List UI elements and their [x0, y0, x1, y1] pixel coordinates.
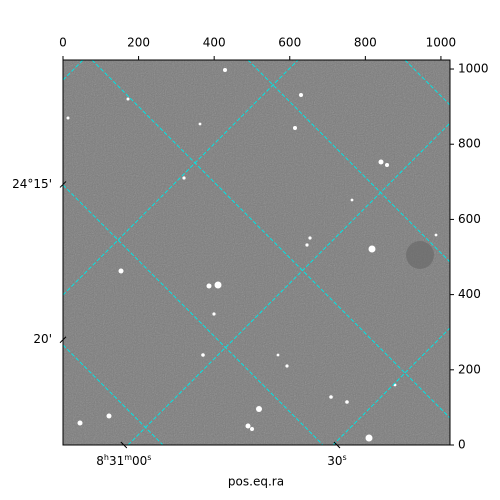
axes-frame: [62, 59, 451, 446]
right-tick-label: 800: [458, 137, 481, 151]
top-tick-label: 200: [127, 36, 150, 50]
ra-tick: [333, 441, 341, 449]
top-tick-label: 400: [203, 36, 226, 50]
top-tick-label: 0: [59, 36, 67, 50]
right-tick-label: 400: [458, 287, 481, 301]
dec-tick-label: 24°15': [12, 177, 52, 191]
top-tick-label: 800: [354, 36, 377, 50]
right-tick-label: 600: [458, 212, 481, 226]
x-axis-label: pos.eq.ra: [228, 475, 284, 489]
ra-tick-label: 8h31m00s: [96, 453, 151, 468]
top-tick-label: 1000: [426, 36, 457, 50]
dec-tick: [59, 336, 67, 344]
dec-tick-label: 20': [33, 332, 52, 346]
coordinate-grid: [63, 60, 450, 445]
right-tick-label: 1000: [458, 62, 489, 76]
right-tick-label: 200: [458, 362, 481, 376]
sky-image: [63, 60, 450, 445]
dec-tick: [59, 181, 67, 188]
right-tick-label: 0: [458, 438, 466, 452]
ra-tick: [120, 441, 128, 449]
ra-tick-label: 30s: [327, 453, 346, 468]
top-tick-label: 600: [278, 36, 301, 50]
